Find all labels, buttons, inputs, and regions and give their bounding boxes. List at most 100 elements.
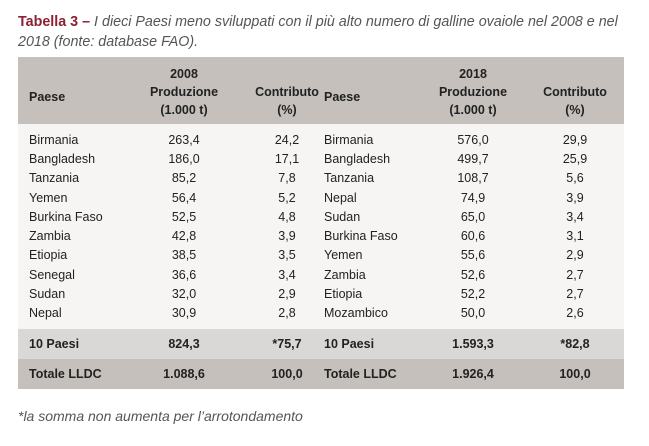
table-header: Paese 2008 Paese 2018 Produzione Contrib… <box>18 57 624 124</box>
cell: 1.088,6 <box>163 366 205 381</box>
total-row: Totale LLDC 1.088,6 100,0 Totale LLDC 1.… <box>18 358 624 389</box>
cell: 65,0 <box>460 209 486 224</box>
table-row: Zambia 42,8 3,9 Burkina Faso 60,6 3,1 <box>18 226 624 245</box>
table-row: Bangladesh 186,0 17,1 Bangladesh 499,7 25,9 <box>18 149 624 168</box>
caption-label: Tabella 3 – <box>18 14 91 30</box>
cell: 30,9 <box>171 306 197 321</box>
cell: 2,6 <box>566 306 584 321</box>
cell: 499,7 <box>457 151 489 166</box>
cell: 55,6 <box>460 248 486 263</box>
cell: 52,5 <box>171 209 197 224</box>
table-row: Birmania 263,4 24,2 Birmania 576,0 29,9 <box>18 130 624 149</box>
cell: Mozambico <box>324 306 388 321</box>
cell: Bangladesh <box>29 151 96 166</box>
cell: Burkina Faso <box>29 209 103 224</box>
cell: 50,0 <box>460 306 486 321</box>
cell: 576,0 <box>457 132 489 147</box>
cell: Tanzania <box>324 171 375 186</box>
cell: *75,7 <box>272 336 302 351</box>
cell: 2,9 <box>566 248 584 263</box>
cell: Nepal <box>29 306 62 321</box>
cell: 56,4 <box>171 190 197 205</box>
header-pct-2008: (%) <box>277 103 297 117</box>
cell: 2,7 <box>566 267 584 282</box>
cell: 24,2 <box>274 132 300 147</box>
cell: 85,2 <box>171 171 197 186</box>
header-produzione-2008: Produzione <box>149 85 219 99</box>
cell: Zambia <box>324 267 366 282</box>
cell: Bangladesh <box>324 151 391 166</box>
cell: *82,8 <box>560 336 590 351</box>
cell: Zambia <box>29 229 71 244</box>
cell: 3,4 <box>566 209 584 224</box>
cell: Sudan <box>29 287 66 302</box>
cell: 3,9 <box>278 229 296 244</box>
cell: 52,2 <box>460 287 486 302</box>
cell: 186,0 <box>168 151 200 166</box>
header-unit-2008: (1.000 t) <box>160 103 208 117</box>
cell: 2,7 <box>566 287 584 302</box>
cell: 5,6 <box>566 171 584 186</box>
cell: Senegal <box>29 267 75 282</box>
header-year-2018: 2018 <box>459 67 487 81</box>
header-produzione-2018: Produzione <box>438 85 508 99</box>
header-pct-2018: (%) <box>565 103 585 117</box>
caption-text: I dieci Paesi meno sviluppati con il più… <box>18 14 618 50</box>
header-paese-2008: Paese <box>29 90 66 104</box>
cell: 1.926,4 <box>452 366 494 381</box>
cell: 5,2 <box>278 190 296 205</box>
cell: Tanzania <box>29 171 80 186</box>
table-body: Birmania 263,4 24,2 Birmania 576,0 29,9 Bangla… <box>18 124 624 329</box>
cell: 60,6 <box>460 229 486 244</box>
cell: Etiopia <box>29 248 68 263</box>
cell: 100,0 <box>271 366 303 381</box>
cell: 10 Paesi <box>324 336 375 351</box>
header-unit-2018: (1.000 t) <box>449 103 497 117</box>
cell: 10 Paesi <box>29 336 80 351</box>
table-row: Yemen 56,4 5,2 Nepal 74,9 3,9 <box>18 188 624 207</box>
header-contributo-2008: Contributo <box>255 85 319 99</box>
cell: Birmania <box>29 132 79 147</box>
cell: Yemen <box>29 190 68 205</box>
cell: 1.593,3 <box>452 336 494 351</box>
cell: 32,0 <box>171 287 197 302</box>
cell: 42,8 <box>171 229 197 244</box>
cell: 38,5 <box>171 248 197 263</box>
cell: Burkina Faso <box>324 229 398 244</box>
cell: 52,6 <box>460 267 486 282</box>
cell: Birmania <box>324 132 374 147</box>
cell: 25,9 <box>562 151 588 166</box>
summary-row: 10 Paesi 824,3 *75,7 10 Paesi 1.593,3 *8… <box>18 328 624 359</box>
cell: 2,9 <box>278 287 296 302</box>
table-row: Sudan 32,0 2,9 Etiopia 52,2 2,7 <box>18 284 624 303</box>
table-row: Nepal 30,9 2,8 Mozambico 50,0 2,6 <box>18 304 624 323</box>
header-paese-2018: Paese <box>324 90 361 104</box>
cell: Etiopia <box>324 287 363 302</box>
cell: 2,8 <box>278 306 296 321</box>
cell: 17,1 <box>274 151 300 166</box>
table-row: Tanzania 85,2 7,8 Tanzania 108,7 5,6 <box>18 169 624 188</box>
cell: 36,6 <box>171 267 197 282</box>
cell: 4,8 <box>278 209 296 224</box>
cell: 108,7 <box>457 171 489 186</box>
data-table: Paese 2008 Paese 2018 Produzione Contrib… <box>18 57 624 389</box>
cell: Nepal <box>324 190 357 205</box>
footnote: *la somma non aumenta per l’arrotondamen… <box>18 408 303 424</box>
cell: Totale LLDC <box>29 366 102 381</box>
cell: 824,3 <box>168 336 200 351</box>
cell: 3,1 <box>566 229 584 244</box>
table-row: Etiopia 38,5 3,5 Yemen 55,6 2,9 <box>18 246 624 265</box>
cell: Totale LLDC <box>324 366 397 381</box>
cell: 74,9 <box>460 190 486 205</box>
table-row: Senegal 36,6 3,4 Zambia 52,6 2,7 <box>18 265 624 284</box>
cell: 3,9 <box>566 190 584 205</box>
table-row: Burkina Faso 52,5 4,8 Sudan 65,0 3,4 <box>18 207 624 226</box>
cell: 263,4 <box>168 132 200 147</box>
cell: 3,4 <box>278 267 296 282</box>
header-contributo-2018: Contributo <box>543 85 607 99</box>
cell: Sudan <box>324 209 361 224</box>
header-year-2008: 2008 <box>170 67 198 81</box>
table-caption: Tabella 3 – I dieci Paesi meno sviluppat… <box>18 12 633 52</box>
cell: Yemen <box>324 248 363 263</box>
cell: 29,9 <box>562 132 588 147</box>
